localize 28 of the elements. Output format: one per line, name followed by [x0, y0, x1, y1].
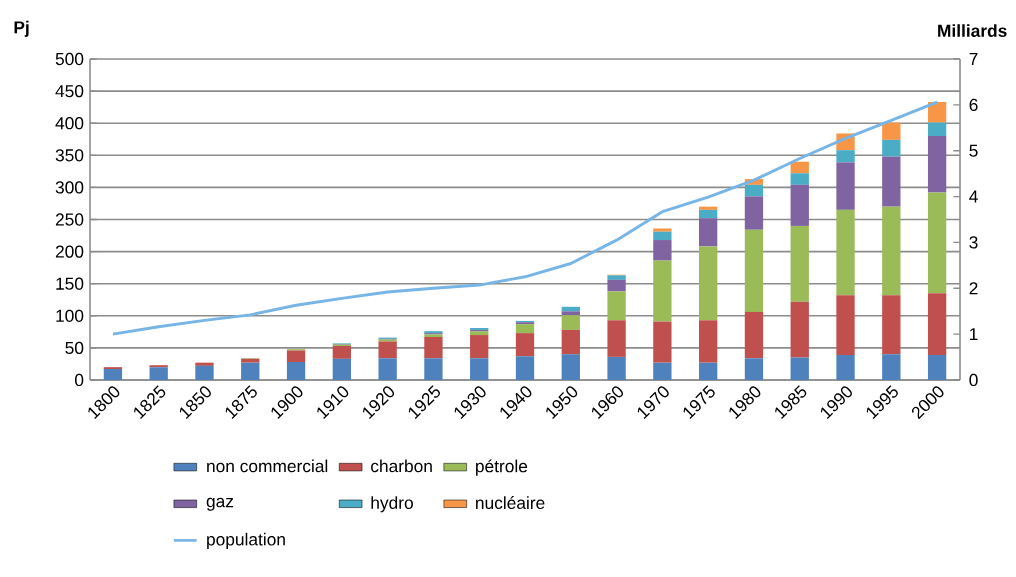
y2-tick-label: 3: [969, 236, 978, 249]
legend-label: hydro: [371, 496, 413, 513]
y-tick-label: 0: [74, 373, 84, 387]
y2-tick-label: 1: [970, 328, 978, 341]
y2-tick-label: 2: [969, 282, 978, 295]
legend-label: nucléaire: [476, 496, 545, 510]
y-tick-label: 50: [65, 341, 84, 355]
y2-axis-title: Milliards: [938, 24, 1007, 37]
y-tick-label: 350: [55, 149, 84, 162]
y-tick-label: 500: [55, 52, 84, 66]
y-tick-label: 200: [55, 245, 84, 258]
legend-label: charbon: [371, 459, 432, 473]
y-tick-label: 400: [55, 117, 84, 130]
y-tick-label: 450: [55, 84, 84, 98]
legend-label: non commercial: [207, 459, 328, 473]
y-tick-label: 250: [55, 213, 84, 226]
legend-label: pétrole: [476, 459, 528, 476]
y2-tick-label: 4: [969, 190, 978, 203]
legend-label: population: [207, 532, 285, 549]
y-tick-label: 150: [56, 277, 84, 290]
y2-tick-label: 6: [969, 98, 978, 111]
y-tick-label: 100: [56, 309, 84, 322]
y2-tick-label: 0: [969, 373, 978, 387]
y-tick-label: 300: [55, 181, 84, 194]
y2-tick-label: 5: [969, 144, 978, 157]
y-axis-title: Pj: [14, 20, 29, 37]
legend-label: gaz: [206, 497, 234, 511]
y2-tick-label: 7: [969, 53, 978, 65]
